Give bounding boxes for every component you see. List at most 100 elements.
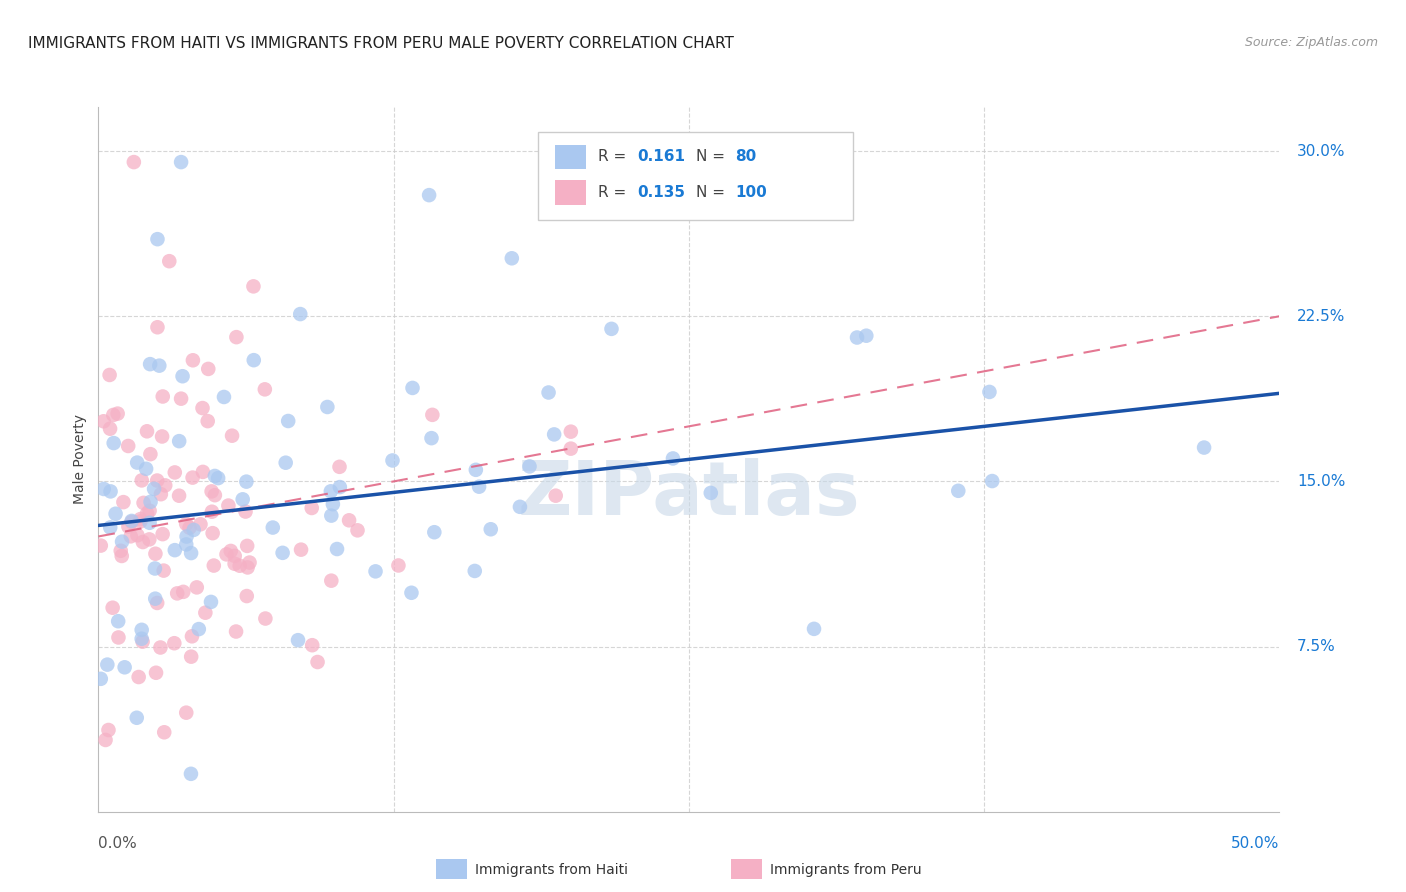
Point	[111, 549, 134, 563]
Point	[180, 546, 202, 560]
Point	[381, 453, 404, 467]
Point	[215, 547, 238, 561]
Point	[190, 517, 212, 532]
Point	[129, 512, 152, 526]
Text: 15.0%: 15.0%	[1298, 474, 1346, 489]
Point	[321, 574, 343, 588]
Point	[112, 495, 135, 509]
Point	[131, 634, 153, 648]
Point	[509, 500, 531, 514]
Point	[107, 407, 129, 421]
Point	[143, 561, 166, 575]
Point	[277, 414, 299, 428]
Point	[146, 320, 169, 334]
Point	[172, 585, 194, 599]
Point	[146, 232, 169, 246]
Point	[107, 614, 129, 628]
Point	[103, 436, 125, 450]
Point	[232, 492, 254, 507]
Point	[170, 392, 193, 406]
Point	[321, 508, 343, 523]
Point	[94, 733, 117, 747]
Point	[228, 558, 250, 573]
Point	[236, 539, 259, 553]
Point	[122, 155, 145, 169]
Point	[98, 520, 121, 534]
Point	[600, 322, 623, 336]
Point	[131, 632, 153, 646]
Point	[207, 471, 229, 485]
Point	[242, 279, 264, 293]
Point	[155, 478, 177, 492]
Point	[181, 629, 204, 643]
Point	[212, 390, 235, 404]
Point	[121, 514, 143, 528]
Point	[131, 474, 153, 488]
Point	[146, 474, 169, 488]
Point	[700, 486, 723, 500]
Text: N =: N =	[696, 186, 730, 200]
Point	[337, 513, 360, 527]
Point	[180, 767, 202, 781]
Point	[179, 521, 201, 535]
Point	[136, 425, 159, 439]
Point	[254, 611, 277, 625]
Point	[146, 596, 169, 610]
Point	[197, 414, 219, 428]
Point	[307, 655, 329, 669]
Point	[127, 456, 149, 470]
Text: 30.0%: 30.0%	[1298, 144, 1346, 159]
Point	[544, 489, 567, 503]
Point	[98, 422, 121, 436]
Text: IMMIGRANTS FROM HAITI VS IMMIGRANTS FROM PERU MALE POVERTY CORRELATION CHART: IMMIGRANTS FROM HAITI VS IMMIGRANTS FROM…	[28, 36, 734, 51]
Point	[204, 488, 226, 502]
Point	[145, 547, 167, 561]
Point	[111, 534, 134, 549]
Point	[948, 483, 970, 498]
Point	[138, 533, 160, 547]
Point	[238, 556, 260, 570]
Point	[242, 353, 264, 368]
Point	[148, 359, 170, 373]
Point	[401, 586, 423, 600]
Point	[422, 408, 444, 422]
Point	[1192, 441, 1215, 455]
Point	[738, 195, 761, 210]
Point	[107, 631, 129, 645]
Point	[138, 516, 160, 530]
Point	[93, 414, 115, 428]
Point	[131, 623, 153, 637]
Point	[181, 353, 204, 368]
Point	[219, 544, 242, 558]
Point	[174, 516, 197, 531]
Point	[93, 482, 115, 496]
Point	[479, 522, 502, 536]
Point	[100, 484, 122, 499]
Point	[253, 382, 276, 396]
Point	[202, 558, 225, 573]
Point	[152, 564, 174, 578]
Point	[543, 427, 565, 442]
Point	[537, 385, 560, 400]
Point	[163, 636, 186, 650]
Point	[464, 564, 486, 578]
Point	[326, 541, 349, 556]
Point	[136, 507, 159, 521]
Point	[129, 515, 152, 529]
Text: 0.0%: 0.0%	[98, 837, 138, 851]
Point	[191, 401, 214, 415]
Point	[221, 428, 243, 442]
Point	[110, 543, 132, 558]
Point	[96, 657, 118, 672]
Point	[167, 434, 190, 449]
Point	[128, 670, 150, 684]
Point	[150, 429, 173, 443]
Point	[132, 535, 155, 549]
Point	[191, 465, 214, 479]
Point	[153, 725, 176, 739]
Point	[170, 155, 193, 169]
Point	[217, 499, 239, 513]
Text: Source: ZipAtlas.com: Source: ZipAtlas.com	[1244, 36, 1378, 49]
Point	[846, 330, 869, 344]
Point	[271, 546, 294, 560]
